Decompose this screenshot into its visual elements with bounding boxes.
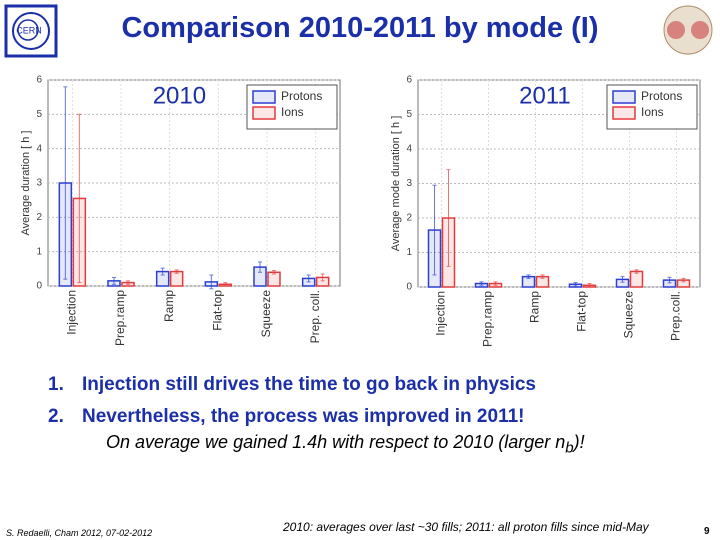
note: On average we gained 1.4h with respect t… (106, 432, 585, 457)
error-bar (258, 261, 262, 273)
error-bar (493, 281, 498, 286)
error-bar (160, 267, 165, 276)
x-tick-label: Squeeze (259, 290, 273, 338)
bullet: 1. Injection still drives the time to go … (48, 374, 536, 396)
error-bar (587, 283, 592, 288)
error-bar (223, 282, 228, 287)
y-tick-label: 4 (406, 144, 412, 155)
error-bar (112, 276, 116, 285)
y-tick-label: 1 (406, 247, 412, 258)
legend-swatch (252, 90, 276, 104)
error-bar (446, 169, 451, 267)
note-sub: b (565, 439, 574, 457)
error-bar (126, 280, 130, 285)
error-bar (77, 113, 82, 284)
y-tick-label: 3 (406, 178, 412, 189)
y-tick-label: 0 (36, 281, 42, 292)
legend-box (606, 84, 698, 130)
x-tick-label: Ramp (162, 290, 176, 322)
y-tick-label: 0 (406, 282, 412, 293)
x-tick-label: Prep.coll. (669, 291, 683, 341)
legend-label: Ions (641, 105, 664, 119)
x-tick-label: Prep.ramp (113, 290, 127, 346)
x-tick-label: Flat-top (575, 291, 589, 332)
bar (629, 270, 644, 288)
x-tick-label: Prep. coll. (308, 290, 322, 343)
lhc-logo (663, 5, 713, 55)
footer-left: S. Redaelli, Cham 2012, 07-02-2012 (6, 528, 153, 538)
error-bar (540, 274, 545, 279)
error-bar (681, 277, 686, 283)
note-text: On average we gained 1.4h with respect t… (106, 432, 566, 452)
error-bar (272, 270, 276, 275)
legend-label: Protons (281, 89, 322, 103)
cern-logo: CERN (4, 4, 58, 58)
y-tick-label: 2 (36, 212, 42, 223)
bullet-text: Injection still drives the time to go ba… (82, 374, 536, 395)
bullet-text: Nevertheless, the process was improved i… (82, 406, 525, 427)
error-bar (620, 276, 625, 283)
error-bar (174, 269, 179, 274)
chart-title: 2010 (153, 82, 206, 109)
x-tick-label: Injection (65, 290, 79, 335)
error-bar (634, 269, 639, 274)
footer-center: 2010: averages over last ~30 fills; 2011… (283, 520, 649, 534)
error-bar (432, 184, 437, 276)
bullet: 2. Nevertheless, the process was improved… (48, 406, 524, 428)
x-tick-label: Squeeze (622, 291, 636, 339)
y-axis-label: Average duration [ h ] (20, 131, 32, 236)
legend-label: Protons (641, 89, 682, 103)
error-bar (306, 274, 311, 283)
legend-swatch (612, 106, 636, 120)
x-tick-label: Ramp (528, 291, 542, 323)
error-bar (667, 276, 672, 284)
legend-swatch (252, 106, 276, 120)
y-tick-label: 5 (36, 109, 42, 120)
bullet-number: 2. (48, 406, 64, 427)
legend-label: Ions (281, 105, 304, 119)
note-text: )! (573, 432, 585, 452)
y-tick-label: 3 (36, 178, 42, 189)
bullet-number: 1. (48, 374, 64, 395)
error-bar (479, 281, 484, 286)
y-tick-label: 6 (36, 75, 42, 86)
y-tick-label: 4 (36, 143, 42, 154)
error-bar (63, 86, 68, 280)
error-bar (526, 274, 531, 279)
error-bar (573, 282, 578, 287)
y-tick-label: 1 (36, 246, 42, 257)
chart-title: 2011 (519, 82, 571, 109)
y-tick-label: 2 (406, 213, 412, 224)
y-tick-label: 6 (406, 75, 412, 86)
y-tick-label: 5 (406, 109, 412, 120)
x-tick-label: Flat-top (211, 290, 225, 331)
page-number: 9 (704, 526, 710, 537)
error-bar (209, 274, 214, 290)
y-axis-label: Average mode duration [ h ] (390, 116, 402, 252)
slide-title: Comparison 2010-2011 by mode (I) (121, 12, 599, 44)
x-tick-label: Prep.ramp (481, 291, 495, 347)
svg-text:CERN: CERN (16, 25, 42, 35)
error-bar (320, 273, 325, 282)
legend-swatch (612, 90, 636, 104)
x-tick-label: Injection (434, 291, 448, 336)
